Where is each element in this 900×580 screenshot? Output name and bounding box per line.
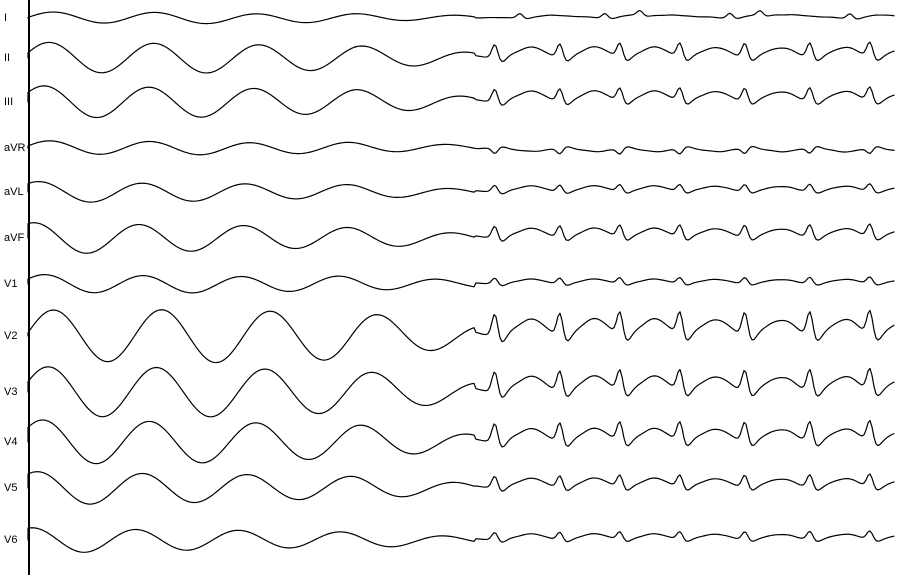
lead-row-V6: V6 <box>0 520 900 560</box>
ecg-12-lead-figure: IIIIIIaVRaVLaVFV1V2V3V4V5V6 <box>0 0 900 575</box>
lead-trace-V6 <box>0 500 900 580</box>
